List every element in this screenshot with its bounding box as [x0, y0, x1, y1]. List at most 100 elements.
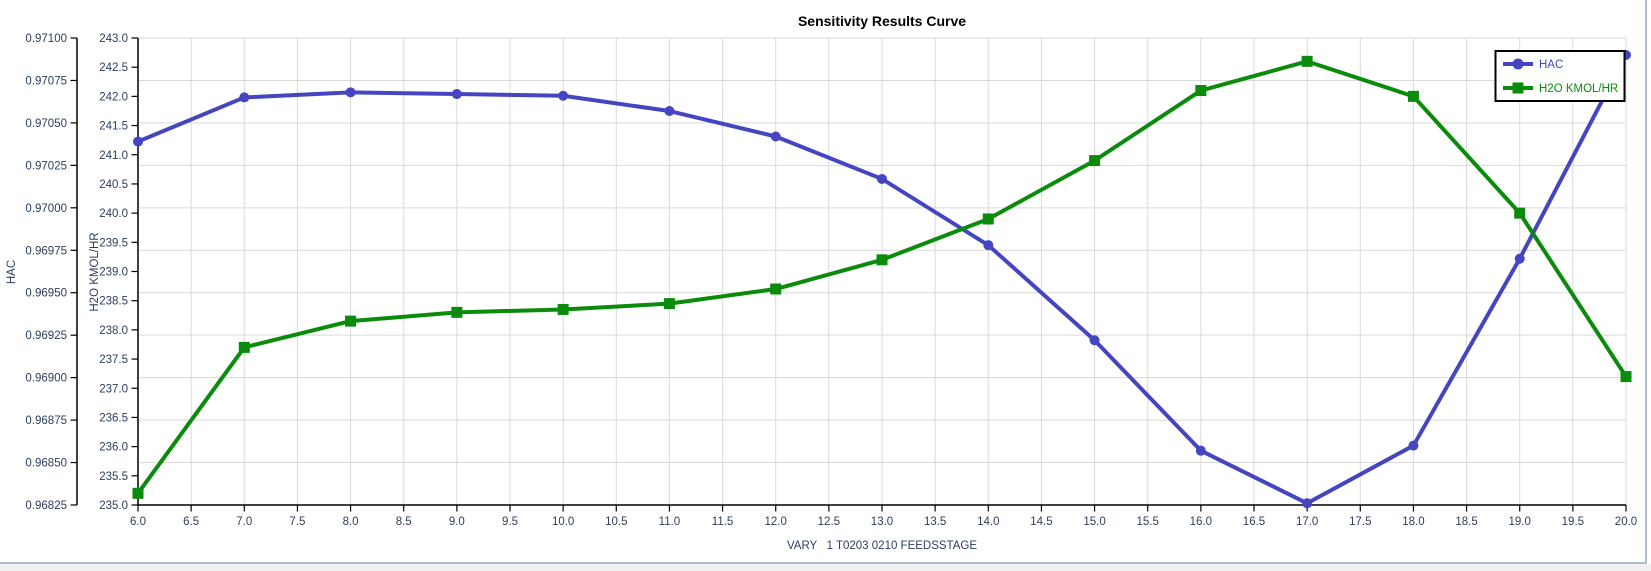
- h2o-tick-label: 238.5: [99, 296, 128, 308]
- series-hac-point[interactable]: [877, 173, 887, 184]
- series-hac-point[interactable]: [1514, 253, 1525, 264]
- legend: HAC H2O KMOL/HR: [1494, 50, 1626, 102]
- chart-title: Sensitivity Results Curve: [798, 13, 966, 29]
- hac-tick-label: 0.97100: [25, 33, 67, 45]
- h2o-tick-label: 239.0: [99, 267, 128, 279]
- hac-axis-title: HAC: [6, 260, 18, 284]
- x-tick-label: 8.0: [343, 516, 359, 528]
- x-tick-label: 14.0: [977, 516, 999, 528]
- series-hac-point[interactable]: [239, 92, 250, 103]
- series-hac-point[interactable]: [558, 90, 569, 101]
- hac-tick-label: 0.97050: [25, 118, 67, 130]
- x-tick-label: 11.5: [712, 516, 734, 528]
- hac-tick-label: 0.96925: [25, 330, 67, 342]
- series-h2o-point[interactable]: [1514, 207, 1526, 219]
- h2o-axis-title: H2O KMOL/HR: [89, 232, 101, 311]
- series-h2o-point[interactable]: [557, 303, 569, 315]
- hac-tick-label: 0.97000: [25, 203, 67, 215]
- hac-tick-label: 0.97025: [25, 160, 67, 172]
- series-h2o-point[interactable]: [663, 298, 675, 310]
- x-tick-label: 19.0: [1509, 516, 1531, 528]
- series-h2o-point[interactable]: [238, 341, 250, 353]
- series-h2o-point[interactable]: [345, 315, 357, 327]
- x-tick-label: 13.5: [924, 516, 946, 528]
- series-h2o-point[interactable]: [876, 254, 888, 266]
- legend-item-h2o[interactable]: H2O KMOL/HR: [1503, 82, 1618, 96]
- series-hac-point[interactable]: [1302, 498, 1313, 509]
- series-h2o-point[interactable]: [132, 487, 144, 499]
- x-tick-label: 20.0: [1615, 516, 1637, 528]
- hac-tick-label: 0.96850: [25, 458, 67, 470]
- series-hac-point[interactable]: [1195, 445, 1206, 456]
- chart-canvas: 0.97100 0.97075 0.97050 0.97025 0.97000 0.969…: [25, 33, 1637, 528]
- hac-tick-label: 0.96950: [25, 288, 67, 300]
- x-tick-label: 15.5: [1137, 516, 1159, 528]
- h2o-tick-label: 240.0: [99, 208, 128, 220]
- series-hac-point[interactable]: [345, 87, 356, 98]
- hac-tick-label: 0.96900: [25, 373, 67, 385]
- legend-item-hac[interactable]: HAC: [1503, 58, 1563, 72]
- x-tick-label: 15.0: [1083, 516, 1105, 528]
- h2o-tick-label: 238.0: [99, 325, 128, 337]
- series-h2o-point[interactable]: [770, 283, 782, 295]
- hac-tick-label: 0.97075: [25, 75, 67, 87]
- h2o-tick-label: 235.0: [99, 500, 128, 512]
- series-h2o: [132, 55, 1632, 499]
- panel-border-right: [1645, 0, 1647, 563]
- h2o-tick-label: 237.5: [99, 354, 128, 366]
- x-tick-label: 13.0: [871, 516, 893, 528]
- h2o-tick-label: 239.5: [99, 237, 128, 249]
- x-tick-label: 10.5: [605, 516, 627, 528]
- series-hac-point[interactable]: [1408, 440, 1419, 451]
- h2o-tick-label: 235.5: [99, 471, 128, 483]
- series-h2o-point[interactable]: [1089, 155, 1101, 167]
- x-tick-label: 19.5: [1562, 516, 1584, 528]
- h2o-tick-label: 236.0: [99, 442, 128, 454]
- series-hac-point[interactable]: [983, 240, 994, 251]
- h2o-tick-label: 237.0: [99, 383, 128, 395]
- series-h2o-point[interactable]: [1195, 85, 1207, 97]
- series-h2o-point[interactable]: [982, 213, 994, 225]
- series-hac-point[interactable]: [133, 136, 143, 147]
- x-tick-label: 18.5: [1455, 516, 1477, 528]
- hac-tick-label: 0.96875: [25, 415, 67, 427]
- x-tick-label: 8.5: [396, 516, 412, 528]
- h2o-legend-marker-icon: [1512, 82, 1524, 94]
- series-hac-point[interactable]: [664, 106, 675, 117]
- series-h2o-point[interactable]: [1620, 371, 1632, 383]
- outer-background: [0, 563, 1651, 571]
- x-tick-label: 12.0: [765, 516, 787, 528]
- x-tick-label: 7.5: [289, 516, 305, 528]
- h2o-tick-label: 242.5: [99, 62, 128, 74]
- series-h2o-point[interactable]: [1301, 55, 1313, 67]
- panel-border-bottom: [0, 562, 1647, 564]
- h2o-tick-label: 242.0: [99, 91, 128, 103]
- x-tick-label: 12.5: [818, 516, 840, 528]
- h2o-tick-label: 240.5: [99, 179, 128, 191]
- x-tick-label: 6.0: [130, 516, 146, 528]
- hac-tick-label: 0.96825: [25, 500, 67, 512]
- series-hac-point[interactable]: [451, 89, 462, 100]
- series-h2o-point[interactable]: [451, 306, 463, 318]
- series-h2o-point[interactable]: [1407, 90, 1419, 102]
- x-tick-label: 17.0: [1296, 516, 1318, 528]
- x-tick-label: 18.0: [1402, 516, 1424, 528]
- hac-tick-label: 0.96975: [25, 245, 67, 257]
- series-hac-point[interactable]: [770, 131, 781, 142]
- x-tick-label: 16.0: [1190, 516, 1212, 528]
- h2o-tick-label: 241.0: [99, 150, 128, 162]
- x-tick-label: 17.5: [1349, 516, 1371, 528]
- x-tick-label: 11.0: [659, 516, 681, 528]
- series-hac-point[interactable]: [1089, 335, 1100, 346]
- x-tick-label: 16.5: [1243, 516, 1265, 528]
- x-tick-label: 6.5: [183, 516, 199, 528]
- x-axis-title: VARY 1 T0203 0210 FEEDSSTAGE: [787, 540, 977, 552]
- h2o-tick-label: 236.5: [99, 412, 128, 424]
- series-hac: [133, 49, 1631, 509]
- x-tick-label: 9.0: [449, 516, 465, 528]
- x-tick-label: 7.0: [236, 516, 252, 528]
- hac-legend-marker-icon: [1512, 58, 1524, 70]
- h2o-tick-label: 243.0: [99, 33, 128, 45]
